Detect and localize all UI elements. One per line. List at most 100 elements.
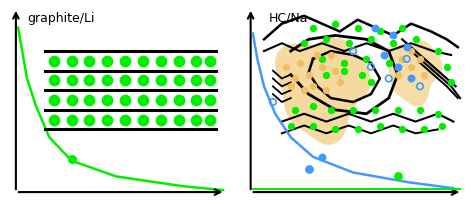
- Point: [420, 73, 428, 76]
- Point: [331, 128, 339, 131]
- Point: [192, 79, 200, 82]
- Point: [394, 73, 401, 76]
- Point: [376, 124, 383, 127]
- Point: [416, 85, 424, 88]
- Point: [121, 59, 129, 62]
- Point: [139, 59, 146, 62]
- Point: [292, 77, 299, 80]
- Point: [398, 26, 406, 29]
- Point: [434, 49, 442, 53]
- Point: [372, 26, 379, 29]
- Point: [50, 98, 57, 102]
- Point: [292, 108, 299, 111]
- Text: graphite/Li: graphite/Li: [27, 12, 94, 25]
- Point: [206, 59, 213, 62]
- Point: [358, 73, 366, 76]
- Point: [314, 53, 321, 57]
- Point: [287, 85, 294, 88]
- Point: [376, 30, 383, 33]
- Point: [309, 124, 317, 127]
- Point: [121, 118, 129, 121]
- Point: [323, 89, 330, 92]
- Text: HC/Na: HC/Na: [268, 12, 308, 25]
- Point: [296, 61, 303, 64]
- Point: [157, 98, 164, 102]
- Point: [86, 79, 93, 82]
- Point: [305, 167, 312, 170]
- Point: [327, 53, 335, 57]
- Point: [438, 124, 446, 127]
- Point: [175, 118, 182, 121]
- Point: [434, 112, 442, 115]
- Point: [309, 85, 317, 88]
- Point: [403, 45, 410, 49]
- Point: [416, 108, 424, 111]
- Point: [372, 108, 379, 111]
- Point: [367, 38, 375, 41]
- Point: [327, 108, 335, 111]
- Point: [157, 79, 164, 82]
- Point: [157, 118, 164, 121]
- Point: [367, 65, 375, 68]
- Point: [305, 73, 312, 76]
- Point: [86, 118, 93, 121]
- Point: [390, 34, 397, 37]
- Point: [175, 59, 182, 62]
- Point: [323, 38, 330, 41]
- Polygon shape: [275, 38, 371, 145]
- Point: [301, 89, 308, 92]
- Point: [175, 98, 182, 102]
- Point: [443, 65, 450, 68]
- Point: [121, 79, 129, 82]
- Point: [381, 53, 388, 57]
- Point: [50, 59, 57, 62]
- Point: [403, 57, 410, 61]
- Point: [349, 49, 357, 53]
- Point: [394, 175, 401, 178]
- Point: [407, 65, 415, 68]
- Point: [340, 61, 348, 64]
- Point: [331, 22, 339, 25]
- Point: [345, 42, 353, 45]
- Point: [447, 81, 455, 84]
- Point: [354, 26, 361, 29]
- Point: [309, 104, 317, 108]
- Point: [416, 57, 424, 61]
- Point: [139, 98, 146, 102]
- Point: [283, 65, 290, 68]
- Point: [331, 69, 339, 72]
- Point: [206, 118, 213, 121]
- Point: [367, 81, 375, 84]
- Point: [103, 98, 111, 102]
- Point: [385, 77, 392, 80]
- Point: [269, 100, 277, 104]
- Point: [157, 59, 164, 62]
- Point: [206, 98, 213, 102]
- Point: [68, 79, 75, 82]
- Point: [354, 128, 361, 131]
- Point: [139, 118, 146, 121]
- Point: [139, 79, 146, 82]
- Polygon shape: [385, 41, 443, 106]
- Point: [68, 118, 75, 121]
- Point: [336, 81, 344, 84]
- Point: [192, 118, 200, 121]
- Point: [398, 57, 406, 61]
- Point: [175, 79, 182, 82]
- Point: [192, 98, 200, 102]
- Point: [407, 77, 415, 80]
- Point: [323, 73, 330, 76]
- Point: [68, 98, 75, 102]
- Point: [349, 108, 357, 111]
- Point: [340, 69, 348, 72]
- Point: [318, 65, 326, 68]
- Point: [192, 59, 200, 62]
- Point: [50, 79, 57, 82]
- Point: [407, 49, 415, 53]
- Point: [103, 59, 111, 62]
- Point: [309, 26, 317, 29]
- Point: [318, 155, 326, 159]
- Point: [412, 38, 419, 41]
- Point: [390, 42, 397, 45]
- Point: [301, 42, 308, 45]
